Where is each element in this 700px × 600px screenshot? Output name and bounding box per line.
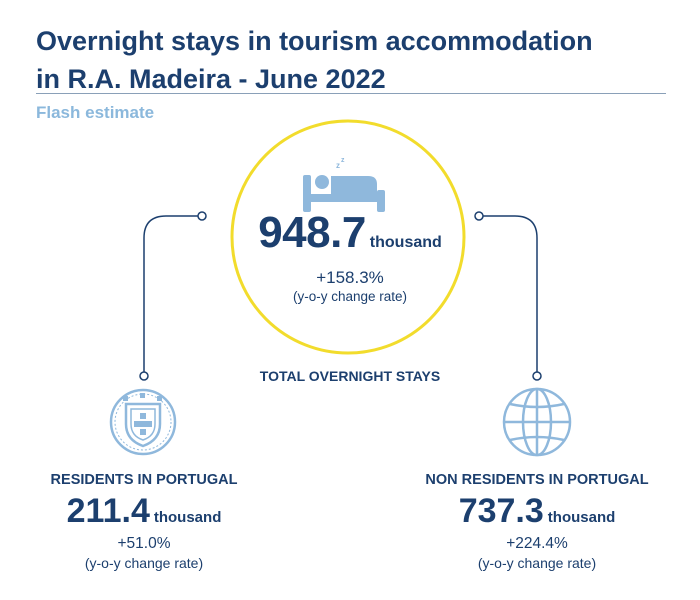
non-residents-label: NON RESIDENTS IN PORTUGAL	[425, 472, 649, 488]
globe-icon	[502, 387, 572, 457]
total-label: TOTAL OVERNIGHT STAYS	[259, 368, 441, 384]
residents-value: 211.4 thousand	[4, 492, 284, 531]
total-highlight-circle	[230, 119, 466, 355]
svg-text:z: z	[341, 157, 345, 164]
total-change-note: (y-o-y change rate)	[292, 289, 408, 304]
residents-change-rate: +51.0%	[117, 535, 171, 552]
right-connector	[474, 211, 542, 381]
non-residents-block: NON RESIDENTS IN PORTUGAL 737.3 thousand …	[397, 472, 677, 571]
total-value: 948.7 thousand	[240, 208, 460, 258]
title-line-2: in R.A. Madeira - June 2022	[36, 64, 386, 94]
non-residents-number: 737.3	[458, 492, 544, 530]
non-residents-unit: thousand	[547, 509, 616, 526]
svg-text:z: z	[336, 161, 340, 170]
residents-change-note: (y-o-y change rate)	[84, 555, 204, 571]
non-residents-value: 737.3 thousand	[397, 492, 677, 531]
title-divider	[36, 93, 666, 94]
portugal-coat-of-arms-icon	[109, 388, 177, 456]
non-residents-change-rate: +224.4%	[506, 535, 568, 552]
left-connector	[139, 211, 207, 381]
residents-number: 211.4	[66, 492, 150, 530]
total-number: 948.7	[258, 208, 366, 257]
title-line-1: Overnight stays in tourism accommodation	[36, 26, 593, 56]
sleeping-bed-icon: z z	[303, 157, 385, 212]
page-subtitle: Flash estimate	[36, 103, 155, 122]
residents-label: RESIDENTS IN PORTUGAL	[50, 472, 238, 488]
total-unit: thousand	[369, 234, 442, 251]
total-change-rate: +158.3%	[316, 268, 384, 287]
residents-block: RESIDENTS IN PORTUGAL 211.4 thousand +51.…	[4, 472, 284, 571]
non-residents-change-note: (y-o-y change rate)	[477, 555, 597, 571]
residents-unit: thousand	[153, 509, 222, 526]
page-title: Overnight stays in tourism accommodation…	[36, 22, 676, 98]
